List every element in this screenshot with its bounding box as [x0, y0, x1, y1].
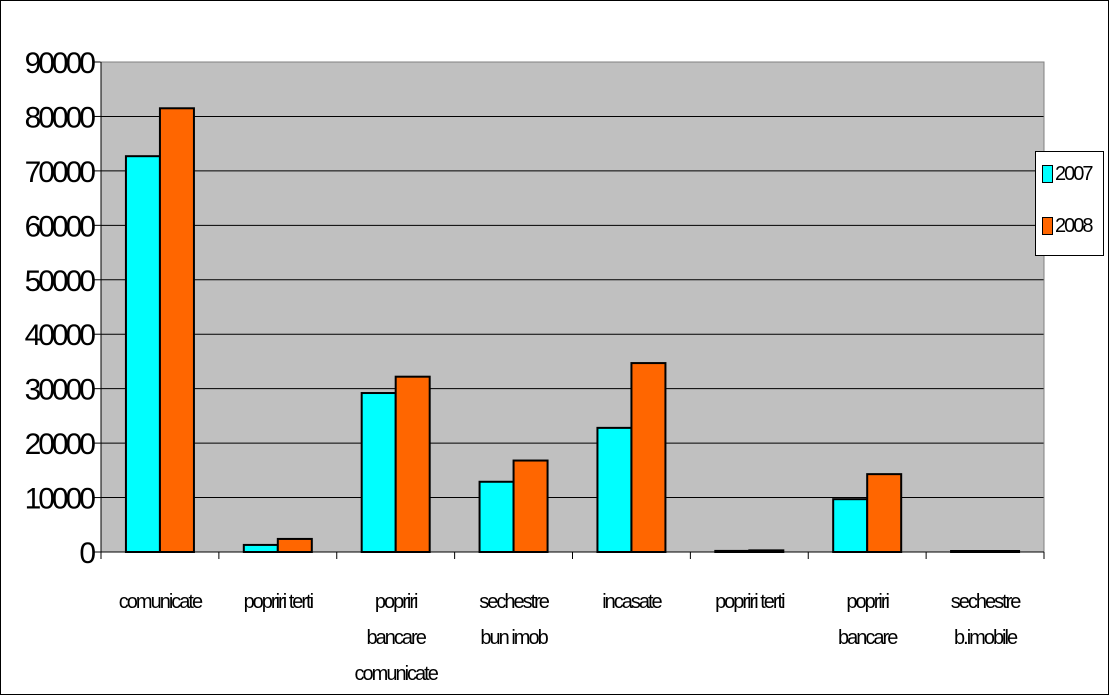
- x-category-label: comunicate: [119, 591, 203, 613]
- y-tick-label: 10000: [25, 483, 96, 516]
- bar-2007-cat-3: [478, 480, 515, 553]
- legend-item-series-0: 2007: [1042, 162, 1093, 186]
- bar-2008-cat-0: [158, 107, 195, 554]
- bar-2008-cat-6: [866, 473, 903, 553]
- legend-label-series-1: 2008: [1055, 214, 1093, 237]
- legend: 2007 2008: [1035, 151, 1104, 256]
- legend-swatch-series-1: [1042, 217, 1053, 235]
- x-category-label: popriri: [846, 591, 889, 613]
- bar-2008-cat-4: [630, 362, 667, 554]
- x-category-label: sechestre: [951, 591, 1022, 613]
- legend-item-series-1: 2008: [1042, 214, 1093, 238]
- bar-2008-cat-2: [394, 375, 431, 554]
- y-tick-label: 0: [79, 537, 95, 570]
- x-category-label: popriri: [375, 591, 418, 613]
- y-tick-label: 50000: [25, 265, 96, 298]
- y-tick-label: 70000: [25, 156, 96, 189]
- legend-swatch-series-0: [1042, 165, 1053, 183]
- x-category-label: bun imob: [480, 627, 548, 649]
- x-category-label: incasate: [602, 591, 662, 613]
- y-tick-label: 20000: [25, 428, 96, 461]
- bar-2008-cat-3: [512, 459, 549, 553]
- y-tick-label: 60000: [25, 210, 96, 243]
- y-tick-labels: 0 10000 20000 30000 40000 50000 60000 70000 8000…: [25, 47, 99, 570]
- x-category-labels: comunicate popriri terti popriri bancare com…: [119, 591, 1023, 685]
- x-category-label: comunicate: [355, 663, 439, 685]
- x-category-label: popriri terti: [715, 591, 785, 613]
- y-tick-label: 80000: [25, 101, 96, 134]
- axes: [94, 61, 1045, 559]
- x-category-label: popriri terti: [244, 591, 314, 613]
- bar-2007-cat-1: [242, 543, 279, 554]
- y-tick-label: 30000: [25, 374, 96, 407]
- bar-2007-cat-6: [832, 498, 869, 554]
- x-category-label: b.imobile: [954, 627, 1018, 649]
- x-category-label: sechestre: [479, 591, 550, 613]
- bar-2007-cat-4: [596, 426, 633, 553]
- bars: [124, 107, 1021, 554]
- bar-2007-cat-0: [124, 155, 161, 553]
- y-tick-label: 90000: [25, 47, 96, 80]
- x-category-label: bancare: [367, 627, 427, 649]
- y-tick-label: 40000: [25, 319, 96, 352]
- bar-2008-cat-1: [276, 537, 313, 554]
- bar-2007-cat-2: [360, 392, 397, 553]
- plot-area: [101, 62, 1044, 552]
- x-category-label: bancare: [838, 627, 898, 649]
- legend-label-series-0: 2007: [1055, 162, 1093, 185]
